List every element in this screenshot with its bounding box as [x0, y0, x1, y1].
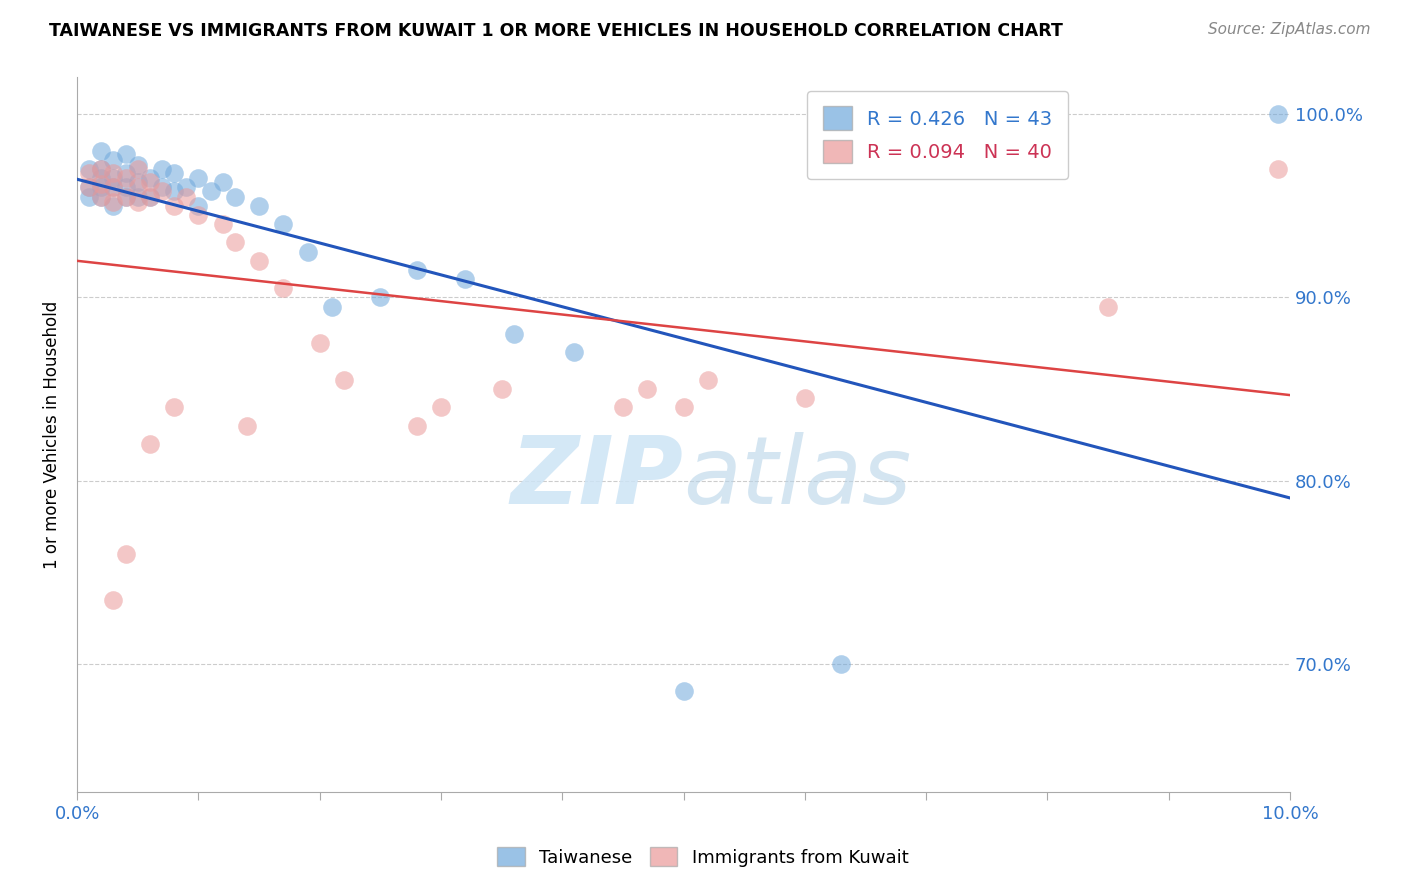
- Point: [502, 326, 524, 341]
- Point: [163, 184, 186, 198]
- Point: [150, 184, 173, 198]
- Point: [103, 153, 125, 167]
- Point: [127, 158, 149, 172]
- Point: [127, 189, 149, 203]
- Text: TAIWANESE VS IMMIGRANTS FROM KUWAIT 1 OR MORE VEHICLES IN HOUSEHOLD CORRELATION : TAIWANESE VS IMMIGRANTS FROM KUWAIT 1 OR…: [49, 22, 1063, 40]
- Point: [103, 199, 125, 213]
- Point: [139, 175, 162, 189]
- Point: [672, 684, 695, 698]
- Point: [77, 162, 100, 177]
- Point: [103, 166, 125, 180]
- Point: [103, 195, 125, 210]
- Point: [163, 166, 186, 180]
- Point: [90, 162, 112, 177]
- Legend: R = 0.426   N = 43, R = 0.094   N = 40: R = 0.426 N = 43, R = 0.094 N = 40: [807, 91, 1069, 179]
- Point: [430, 401, 453, 415]
- Point: [90, 189, 112, 203]
- Point: [297, 244, 319, 259]
- Point: [370, 290, 392, 304]
- Point: [127, 180, 149, 194]
- Point: [103, 592, 125, 607]
- Point: [77, 166, 100, 180]
- Text: Source: ZipAtlas.com: Source: ZipAtlas.com: [1208, 22, 1371, 37]
- Text: atlas: atlas: [683, 433, 912, 524]
- Legend: Taiwanese, Immigrants from Kuwait: Taiwanese, Immigrants from Kuwait: [491, 840, 915, 874]
- Point: [696, 373, 718, 387]
- Point: [491, 382, 513, 396]
- Point: [187, 208, 209, 222]
- Point: [247, 253, 270, 268]
- Point: [90, 171, 112, 186]
- Point: [211, 217, 233, 231]
- Point: [103, 180, 125, 194]
- Point: [200, 184, 222, 198]
- Point: [187, 171, 209, 186]
- Point: [90, 180, 112, 194]
- Point: [405, 263, 427, 277]
- Y-axis label: 1 or more Vehicles in Household: 1 or more Vehicles in Household: [44, 301, 60, 569]
- Point: [114, 147, 136, 161]
- Point: [90, 189, 112, 203]
- Point: [830, 657, 852, 671]
- Point: [174, 180, 197, 194]
- Text: ZIP: ZIP: [510, 432, 683, 524]
- Point: [114, 166, 136, 180]
- Point: [114, 547, 136, 561]
- Point: [211, 175, 233, 189]
- Point: [90, 144, 112, 158]
- Point: [103, 171, 125, 186]
- Point: [672, 401, 695, 415]
- Point: [247, 199, 270, 213]
- Point: [405, 418, 427, 433]
- Point: [114, 180, 136, 194]
- Point: [90, 162, 112, 177]
- Point: [150, 162, 173, 177]
- Point: [271, 281, 294, 295]
- Point: [1267, 107, 1289, 121]
- Point: [224, 189, 246, 203]
- Point: [271, 217, 294, 231]
- Point: [1267, 162, 1289, 177]
- Point: [612, 401, 634, 415]
- Point: [793, 391, 815, 405]
- Point: [77, 189, 100, 203]
- Point: [163, 401, 186, 415]
- Point: [90, 177, 112, 191]
- Point: [139, 171, 162, 186]
- Point: [187, 199, 209, 213]
- Point: [139, 437, 162, 451]
- Point: [321, 300, 343, 314]
- Point: [103, 180, 125, 194]
- Point: [77, 180, 100, 194]
- Point: [1097, 300, 1119, 314]
- Point: [114, 189, 136, 203]
- Point: [333, 373, 356, 387]
- Point: [150, 180, 173, 194]
- Point: [163, 199, 186, 213]
- Point: [114, 189, 136, 203]
- Point: [308, 336, 330, 351]
- Point: [139, 189, 162, 203]
- Point: [139, 189, 162, 203]
- Point: [224, 235, 246, 250]
- Point: [174, 189, 197, 203]
- Point: [114, 171, 136, 186]
- Point: [236, 418, 259, 433]
- Point: [127, 175, 149, 189]
- Point: [636, 382, 658, 396]
- Point: [454, 272, 477, 286]
- Point: [564, 345, 586, 359]
- Point: [77, 180, 100, 194]
- Point: [127, 195, 149, 210]
- Point: [127, 162, 149, 177]
